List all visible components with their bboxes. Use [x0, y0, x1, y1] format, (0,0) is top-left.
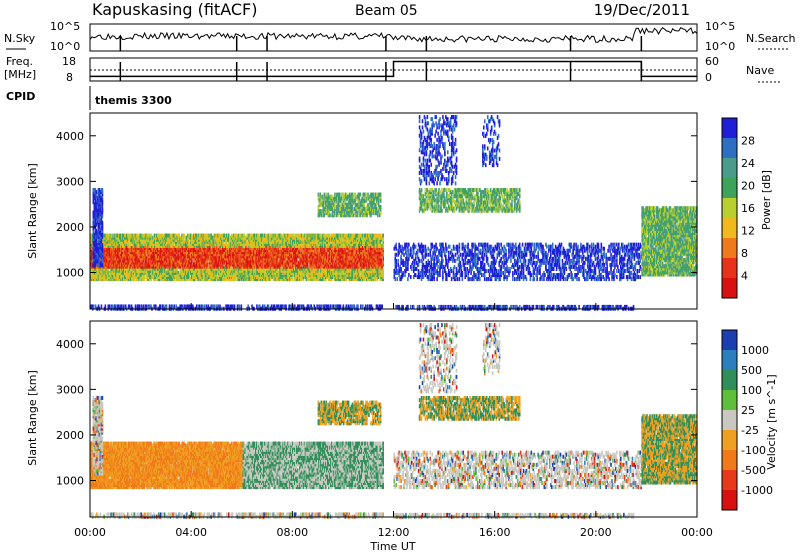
date-title: 19/Dec/2011 [594, 1, 690, 19]
heatmap-cell [307, 263, 309, 267]
freq-series [90, 62, 697, 82]
freq-right-label: Nave [746, 64, 774, 77]
freq-left-label-2: [MHz] [4, 68, 36, 81]
freq-left-label-1: Freq. [6, 55, 33, 68]
beam-title: Beam 05 [355, 3, 418, 19]
noise-left-tick-top: 10^5 [50, 20, 80, 33]
noise-left-label: N.Sky [4, 32, 36, 45]
radar-summary-plot: Kapuskasing (fitACF) Beam 05 19/Dec/2011… [0, 0, 800, 554]
figure-svg: Kapuskasing (fitACF) Beam 05 19/Dec/2011… [0, 0, 800, 554]
heatmap-cell [264, 234, 266, 238]
noise-series [90, 28, 697, 51]
station-title: Kapuskasing (fitACF) [92, 0, 257, 19]
freq-left-tick-top: 18 [62, 55, 76, 68]
heatmap-cell [143, 275, 145, 279]
heatmap-cell [207, 263, 209, 267]
freq-right-tick-bottom: 0 [705, 71, 712, 84]
heatmap-cell [264, 269, 266, 273]
noise-right-tick-top: 10^5 [705, 20, 735, 33]
noise-right-label: N.Search [746, 32, 796, 45]
heatmap-cell [292, 277, 294, 281]
heatmap-cell [178, 234, 180, 238]
freq-left-tick-bottom: 8 [66, 71, 73, 84]
cpid-value: themis 3300 [95, 94, 172, 107]
power-heatmap [90, 115, 698, 311]
noise-sky-line [90, 28, 697, 43]
freq-line [90, 62, 697, 77]
heatmap-cell [110, 234, 112, 238]
noise-left-tick-bottom: 10^0 [50, 40, 80, 53]
heatmap-cell [114, 238, 116, 242]
cpid-label: CPID [6, 90, 35, 103]
noise-right-tick-bottom: 10^0 [705, 40, 735, 53]
heatmap-cell [107, 234, 109, 238]
heatmap-cell [150, 234, 152, 238]
freq-right-tick-top: 60 [705, 55, 719, 68]
heatmap-cell [188, 240, 190, 244]
heatmap-cell [126, 234, 128, 238]
